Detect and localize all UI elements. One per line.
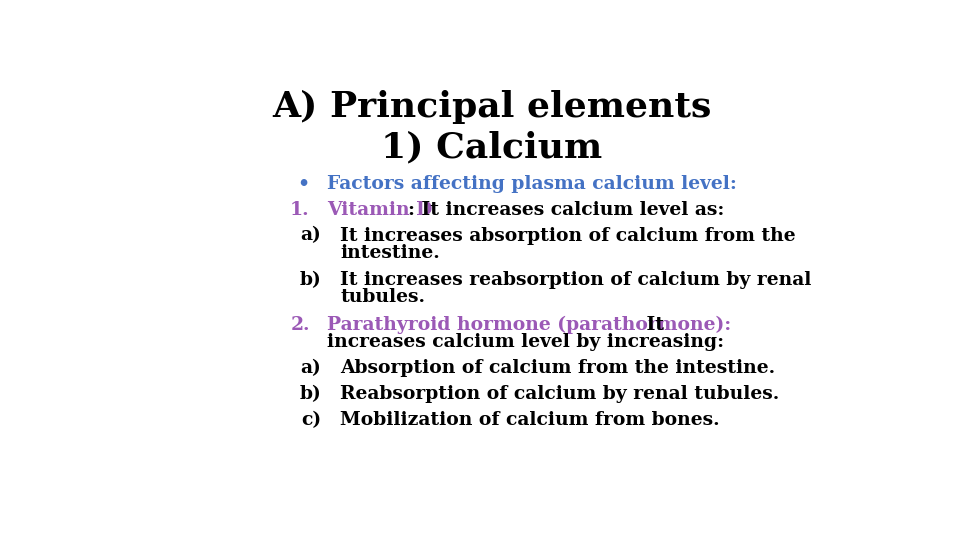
Text: Parathyroid hormone (parathormone):: Parathyroid hormone (parathormone): <box>326 316 732 334</box>
Text: a): a) <box>300 359 321 377</box>
Text: A) Principal elements
1) Calcium: A) Principal elements 1) Calcium <box>273 90 711 165</box>
Text: tubules.: tubules. <box>340 288 425 306</box>
Text: increases calcium level by increasing:: increases calcium level by increasing: <box>326 333 724 352</box>
Text: : It increases calcium level as:: : It increases calcium level as: <box>409 201 725 219</box>
Text: Absorption of calcium from the intestine.: Absorption of calcium from the intestine… <box>340 359 776 377</box>
Text: b): b) <box>300 271 321 288</box>
Text: c): c) <box>300 411 321 429</box>
Text: Vitamin D: Vitamin D <box>326 201 432 219</box>
Text: It increases reabsorption of calcium by renal: It increases reabsorption of calcium by … <box>340 271 811 288</box>
Text: Mobilization of calcium from bones.: Mobilization of calcium from bones. <box>340 411 720 429</box>
Text: Factors affecting plasma calcium level:: Factors affecting plasma calcium level: <box>326 175 736 193</box>
Text: It: It <box>640 316 664 334</box>
Text: a): a) <box>300 227 321 245</box>
Text: It increases absorption of calcium from the: It increases absorption of calcium from … <box>340 227 796 245</box>
Text: 2.: 2. <box>290 316 310 334</box>
Text: intestine.: intestine. <box>340 244 440 262</box>
Text: Reabsorption of calcium by renal tubules.: Reabsorption of calcium by renal tubules… <box>340 385 780 403</box>
Text: •: • <box>298 175 310 193</box>
Text: b): b) <box>300 385 321 403</box>
Text: 1.: 1. <box>290 201 310 219</box>
